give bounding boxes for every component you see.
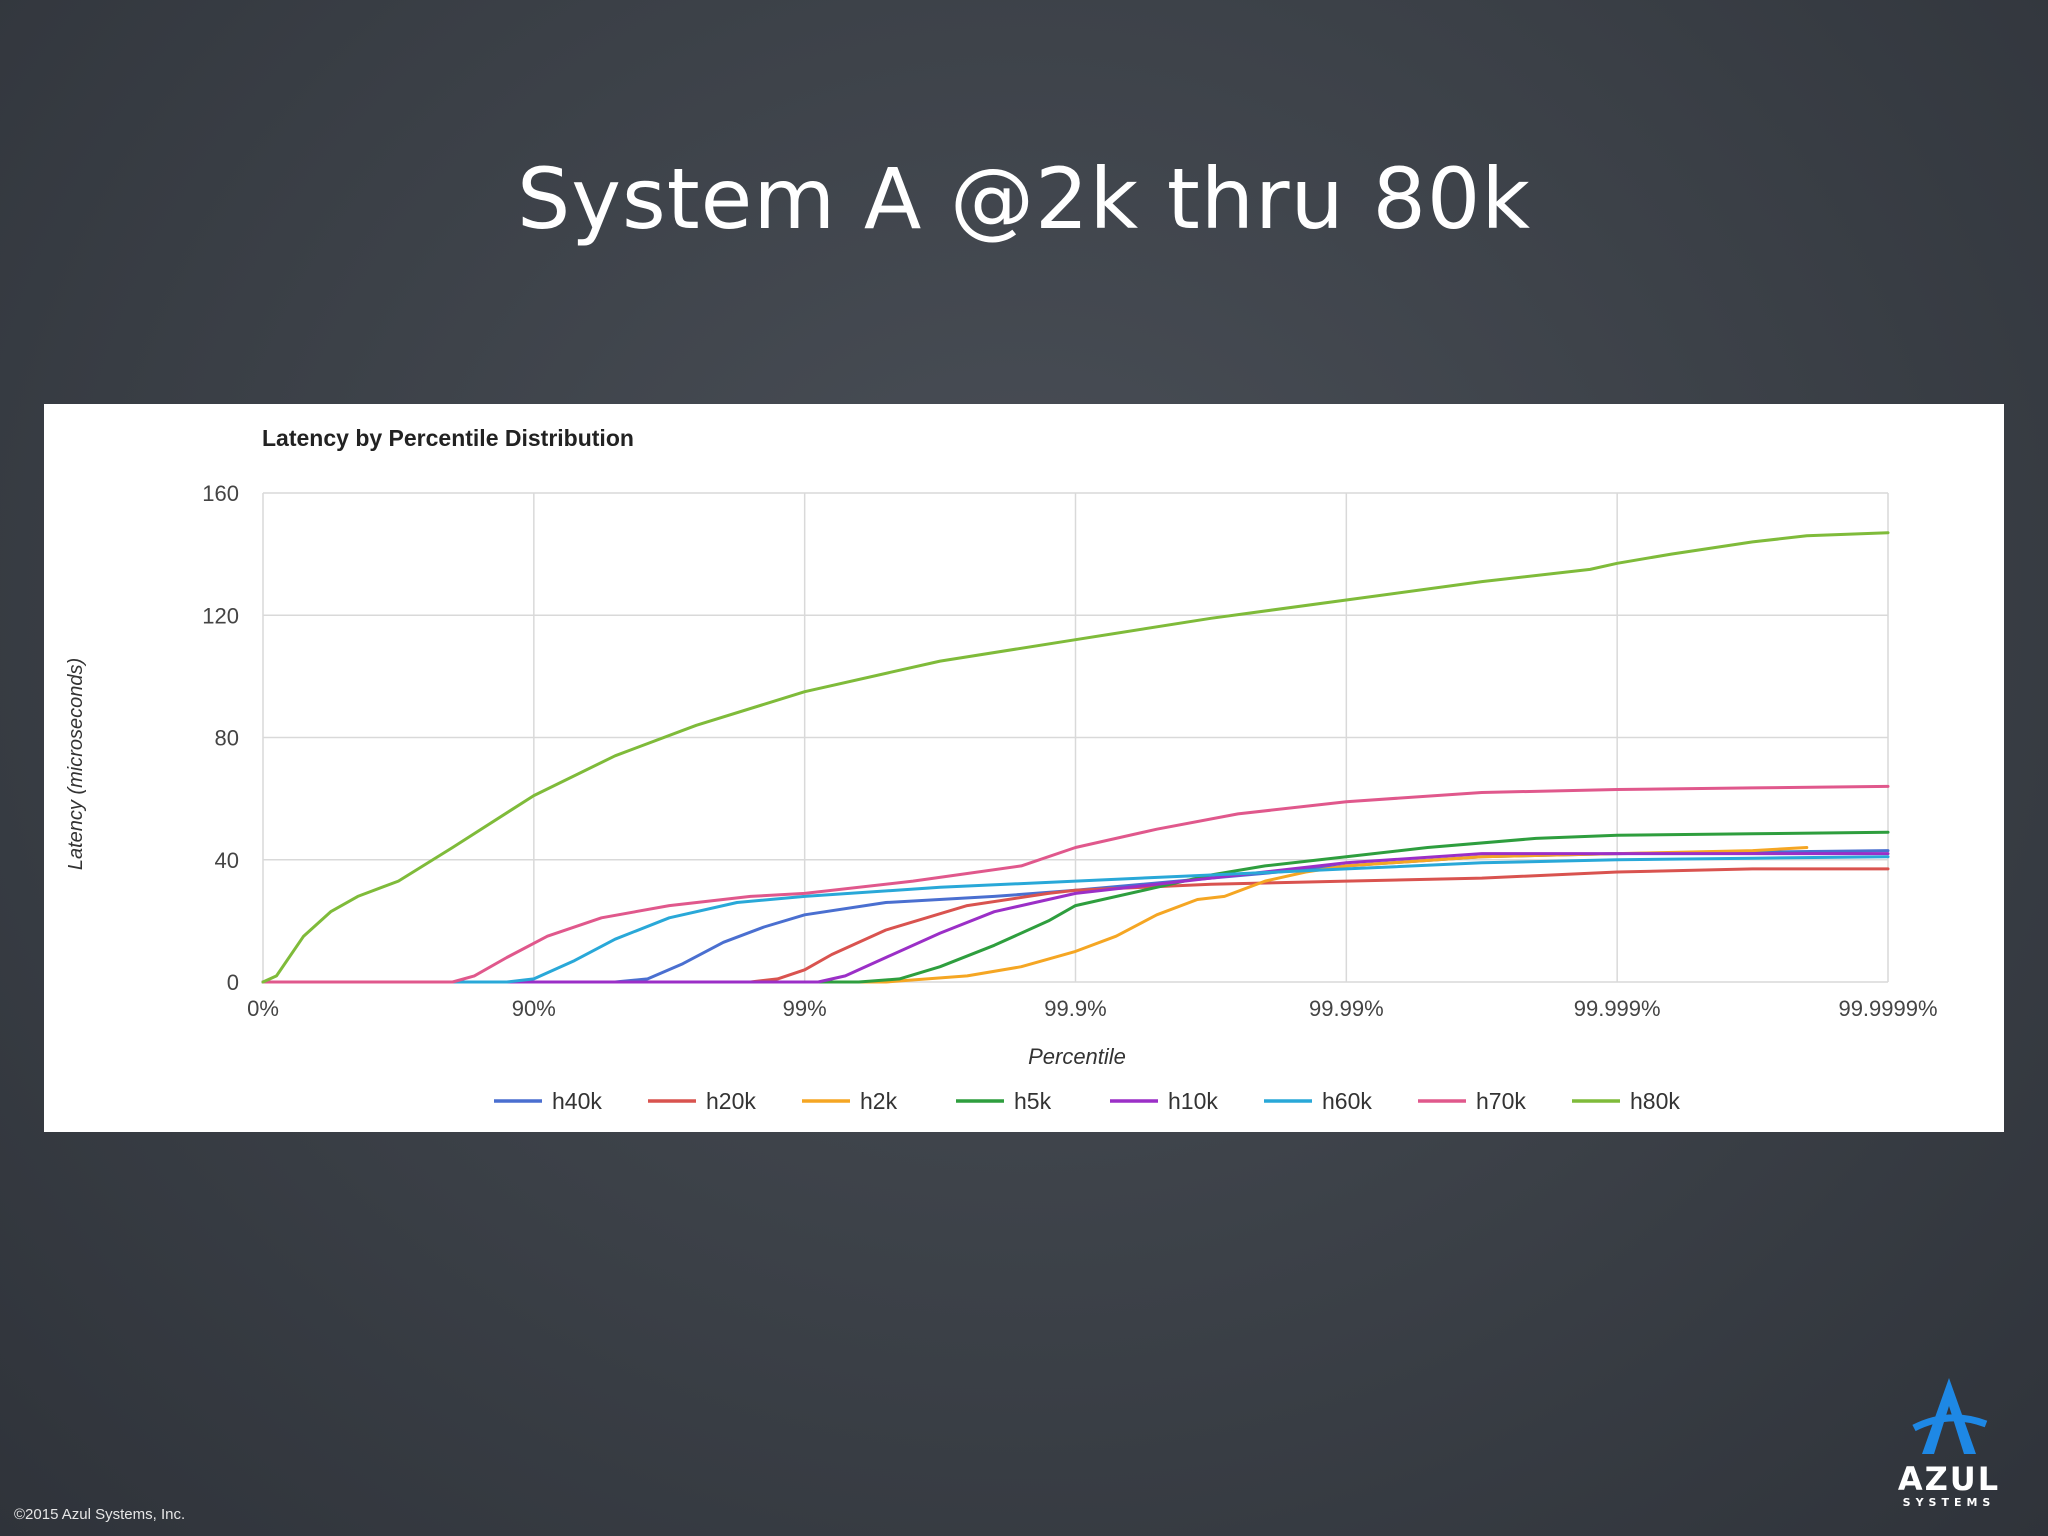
legend-item-h70k: h70k (1418, 1088, 1526, 1114)
y-tick-label: 0 (227, 970, 239, 995)
series-line-h10k (261, 852, 1890, 984)
series-line-h2k (261, 846, 1809, 984)
latency-chart: Latency by Percentile Distribution Laten… (65, 425, 1938, 1114)
series-line-h80k (261, 531, 1890, 984)
series-line-h70k (261, 784, 1890, 984)
legend-item-h80k: h80k (1572, 1088, 1680, 1114)
x-tick-label: 90% (512, 996, 556, 1021)
legend-item-h20k: h20k (648, 1088, 756, 1114)
legend-item-h2k: h2k (802, 1088, 898, 1114)
y-tick-label: 160 (202, 481, 239, 506)
legend: h40k h20k h2k h5k h10k h60k h70k h80k (494, 1088, 1680, 1114)
slide-title: System A @2k thru 80k (516, 150, 1532, 248)
y-tick-label: 80 (215, 726, 239, 751)
x-tick-label: 99.9999% (1838, 996, 1937, 1021)
legend-label: h5k (1014, 1088, 1052, 1114)
legend-label: h40k (552, 1088, 602, 1114)
azul-logo-mark (1922, 1378, 1976, 1454)
grid: 0 40 80 120 160 0% 90% 99% 99.9% 99.99% 99.999% 99.… (202, 481, 1937, 1021)
legend-label: h70k (1476, 1088, 1526, 1114)
y-tick-label: 40 (215, 848, 239, 873)
legend-label: h10k (1168, 1088, 1218, 1114)
x-tick-label: 99.999% (1574, 996, 1661, 1021)
logo-subtext: SYSTEMS (1903, 1496, 1996, 1509)
azul-logo: AZUL SYSTEMS (1898, 1378, 2000, 1509)
legend-label: h60k (1322, 1088, 1372, 1114)
legend-label: h80k (1630, 1088, 1680, 1114)
legend-item-h60k: h60k (1264, 1088, 1372, 1114)
x-tick-label: 99.9% (1044, 996, 1106, 1021)
x-tick-label: 0% (247, 996, 279, 1021)
copyright-text: ©2015 Azul Systems, Inc. (14, 1506, 186, 1523)
y-axis-label: Latency (microseconds) (65, 658, 87, 870)
series-line-h60k (261, 855, 1890, 984)
chart-panel: Latency by Percentile Distribution Laten… (44, 404, 2004, 1132)
x-tick-label: 99% (783, 996, 827, 1021)
x-tick-label: 99.99% (1309, 996, 1384, 1021)
x-axis-label: Percentile (1028, 1044, 1126, 1069)
series-lines (261, 531, 1890, 984)
chart-title: Latency by Percentile Distribution (262, 425, 634, 451)
legend-label: h2k (860, 1088, 898, 1114)
legend-item-h40k: h40k (494, 1088, 602, 1114)
logo-text: AZUL (1898, 1460, 2000, 1498)
series-line-h20k (261, 867, 1890, 984)
legend-label: h20k (706, 1088, 756, 1114)
y-tick-label: 120 (202, 603, 239, 628)
legend-item-h5k: h5k (956, 1088, 1052, 1114)
legend-item-h10k: h10k (1110, 1088, 1218, 1114)
